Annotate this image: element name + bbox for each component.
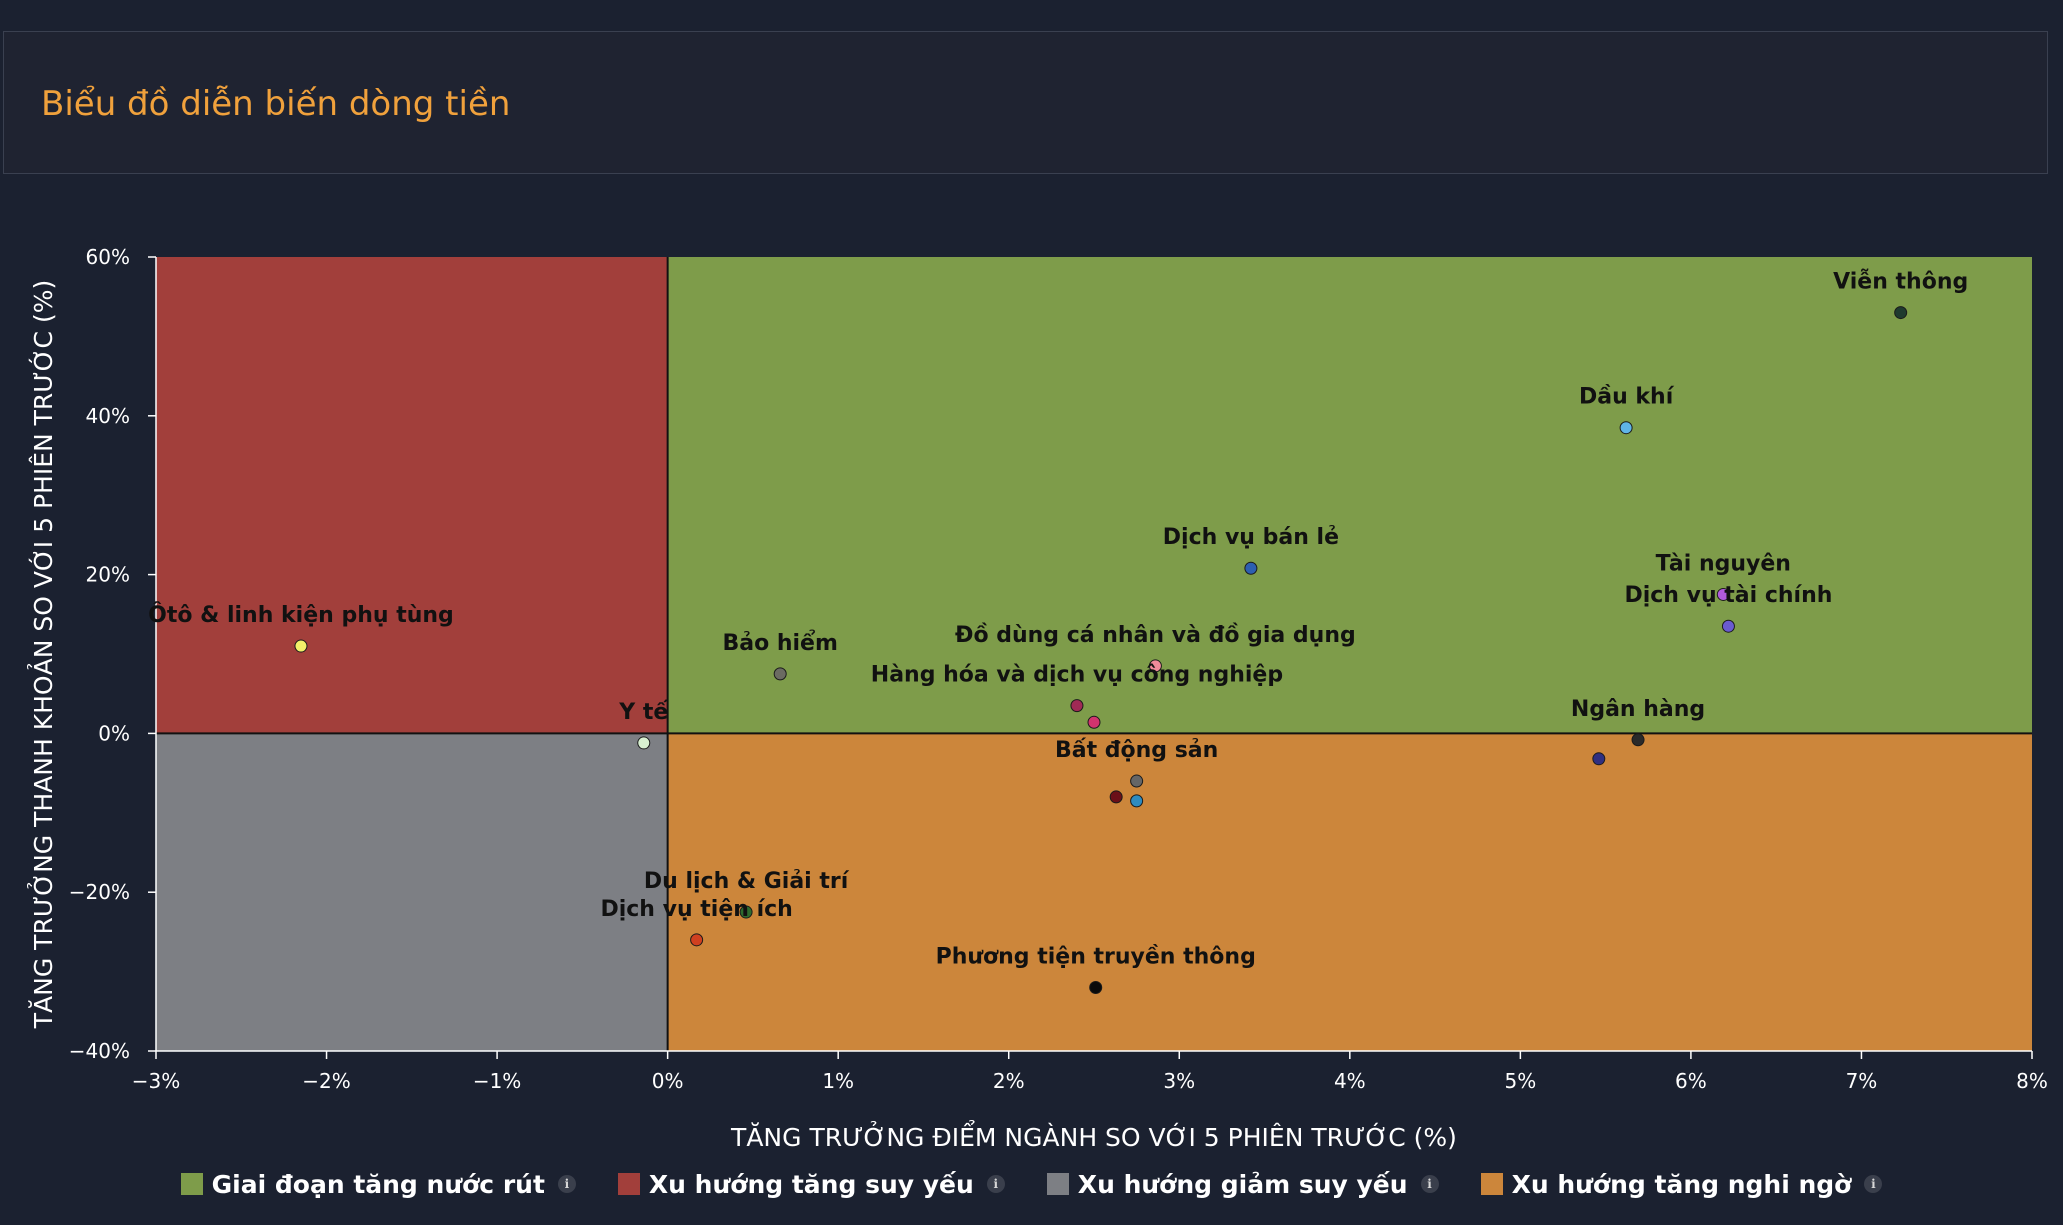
data-point-label: Dịch vụ tài chính	[1624, 583, 1832, 608]
y-tick-label: 40%	[86, 404, 130, 428]
data-point	[773, 667, 787, 681]
data-point-label: Ôtô & linh kiện phụ tùng	[148, 602, 454, 628]
x-tick-label: 7%	[1846, 1069, 1878, 1093]
x-tick-label: 3%	[1163, 1069, 1195, 1093]
scatter-chart: −3% −2% −1% 0% 1% 2% 3% 4% 5% 6% 7% 8% −40% −20% 0% 20%…	[27, 245, 2048, 1152]
y-tick-label: 0%	[98, 721, 130, 745]
data-point	[1148, 659, 1162, 673]
info-icon[interactable]: i	[557, 1175, 576, 1193]
legend-label: Xu hướng tăng suy yếu	[648, 1169, 974, 1199]
y-tick-label: −20%	[69, 880, 130, 904]
chart-legend: Giai đoạn tăng nước rút i Xu hướng tăng …	[0, 1166, 2063, 1202]
info-icon[interactable]: i	[986, 1175, 1005, 1193]
x-tick-label: 2%	[993, 1069, 1025, 1093]
quadrant-0	[667, 257, 2032, 734]
x-tick-label: 5%	[1504, 1069, 1536, 1093]
data-point-label: Ngân hàng	[1571, 697, 1705, 722]
data-point	[637, 736, 651, 750]
data-point	[1631, 733, 1645, 747]
data-point-label: Bất động sản	[1055, 738, 1218, 763]
data-point-label: Viễn thông	[1833, 270, 1968, 295]
data-point-label: Phương tiện truyền thông	[936, 944, 1256, 969]
legend-label: Xu hướng tăng nghi ngờ	[1511, 1169, 1852, 1199]
x-tick-label: 8%	[2016, 1069, 2048, 1093]
legend-swatch	[180, 1173, 203, 1195]
legend-item-weakening-downtrend[interactable]: Xu hướng giảm suy yếu i	[1046, 1169, 1439, 1199]
page-title: Biểu đồ diễn biến dòng tiền	[41, 84, 511, 124]
data-point-label: Dịch vụ bán lẻ	[1163, 525, 1339, 550]
legend-swatch	[1046, 1173, 1069, 1195]
data-point	[1721, 619, 1735, 633]
data-point	[1244, 561, 1258, 575]
quadrant-1	[156, 257, 668, 734]
data-point	[1109, 790, 1123, 804]
x-tick-label: 4%	[1334, 1069, 1366, 1093]
x-tick-label: −3%	[132, 1069, 181, 1093]
data-point	[1619, 421, 1633, 435]
legend-item-doubtful-uptrend[interactable]: Xu hướng tăng nghi ngờ i	[1480, 1169, 1883, 1199]
x-tick-label: −2%	[302, 1069, 351, 1093]
data-point	[1130, 774, 1144, 788]
data-point	[294, 639, 308, 653]
data-point	[1087, 715, 1101, 729]
data-point	[739, 905, 753, 919]
legend-swatch	[1480, 1173, 1503, 1195]
x-tick-label: 0%	[652, 1069, 684, 1093]
data-point-label: Bảo hiểm	[722, 630, 837, 656]
legend-swatch	[617, 1173, 640, 1195]
data-point-label: Hàng hóa và dịch vụ công nghiệp	[871, 663, 1283, 688]
x-tick-label: −1%	[473, 1069, 522, 1093]
x-axis-title: TĂNG TRƯỞNG ĐIỂM NGÀNH SO VỚI 5 PHIÊN TR…	[730, 1120, 1457, 1152]
data-point	[1070, 699, 1084, 713]
y-axis-title: TĂNG TRƯỞNG THANH KHOẢN SO VỚI 5 PHIÊN T…	[27, 280, 58, 1029]
y-tick-label: −40%	[69, 1039, 130, 1063]
y-tick-label: 60%	[86, 245, 130, 269]
data-point	[1089, 980, 1103, 994]
quadrant-2	[156, 733, 668, 1051]
data-point	[1716, 587, 1730, 601]
data-point	[1130, 794, 1144, 808]
legend-item-accelerating[interactable]: Giai đoạn tăng nước rút i	[180, 1169, 576, 1199]
x-tick-label: 1%	[822, 1069, 854, 1093]
data-point-label: Đồ dùng cá nhân và đồ gia dụng	[955, 623, 1356, 648]
data-point-label: Dịch vụ tiện ích	[600, 897, 792, 922]
data-point-label: Du lịch & Giải trí	[644, 869, 850, 894]
data-point	[690, 933, 704, 947]
info-icon[interactable]: i	[1864, 1175, 1883, 1193]
data-point-label: Tài nguyên	[1656, 551, 1791, 576]
data-point	[1894, 306, 1908, 320]
legend-label: Xu hướng giảm suy yếu	[1077, 1169, 1408, 1199]
y-tick-label: 20%	[86, 563, 130, 587]
data-point	[1592, 752, 1606, 766]
data-point-label: Dầu khí	[1579, 385, 1675, 410]
legend-item-weakening-uptrend[interactable]: Xu hướng tăng suy yếu i	[617, 1169, 1005, 1199]
info-icon[interactable]: i	[1420, 1175, 1439, 1193]
quadrant-3	[667, 733, 2032, 1051]
chart-header-panel: Biểu đồ diễn biến dòng tiền	[3, 31, 2048, 174]
x-tick-label: 6%	[1675, 1069, 1707, 1093]
legend-label: Giai đoạn tăng nước rút	[211, 1169, 545, 1199]
data-point-label: Y tế	[618, 700, 669, 725]
